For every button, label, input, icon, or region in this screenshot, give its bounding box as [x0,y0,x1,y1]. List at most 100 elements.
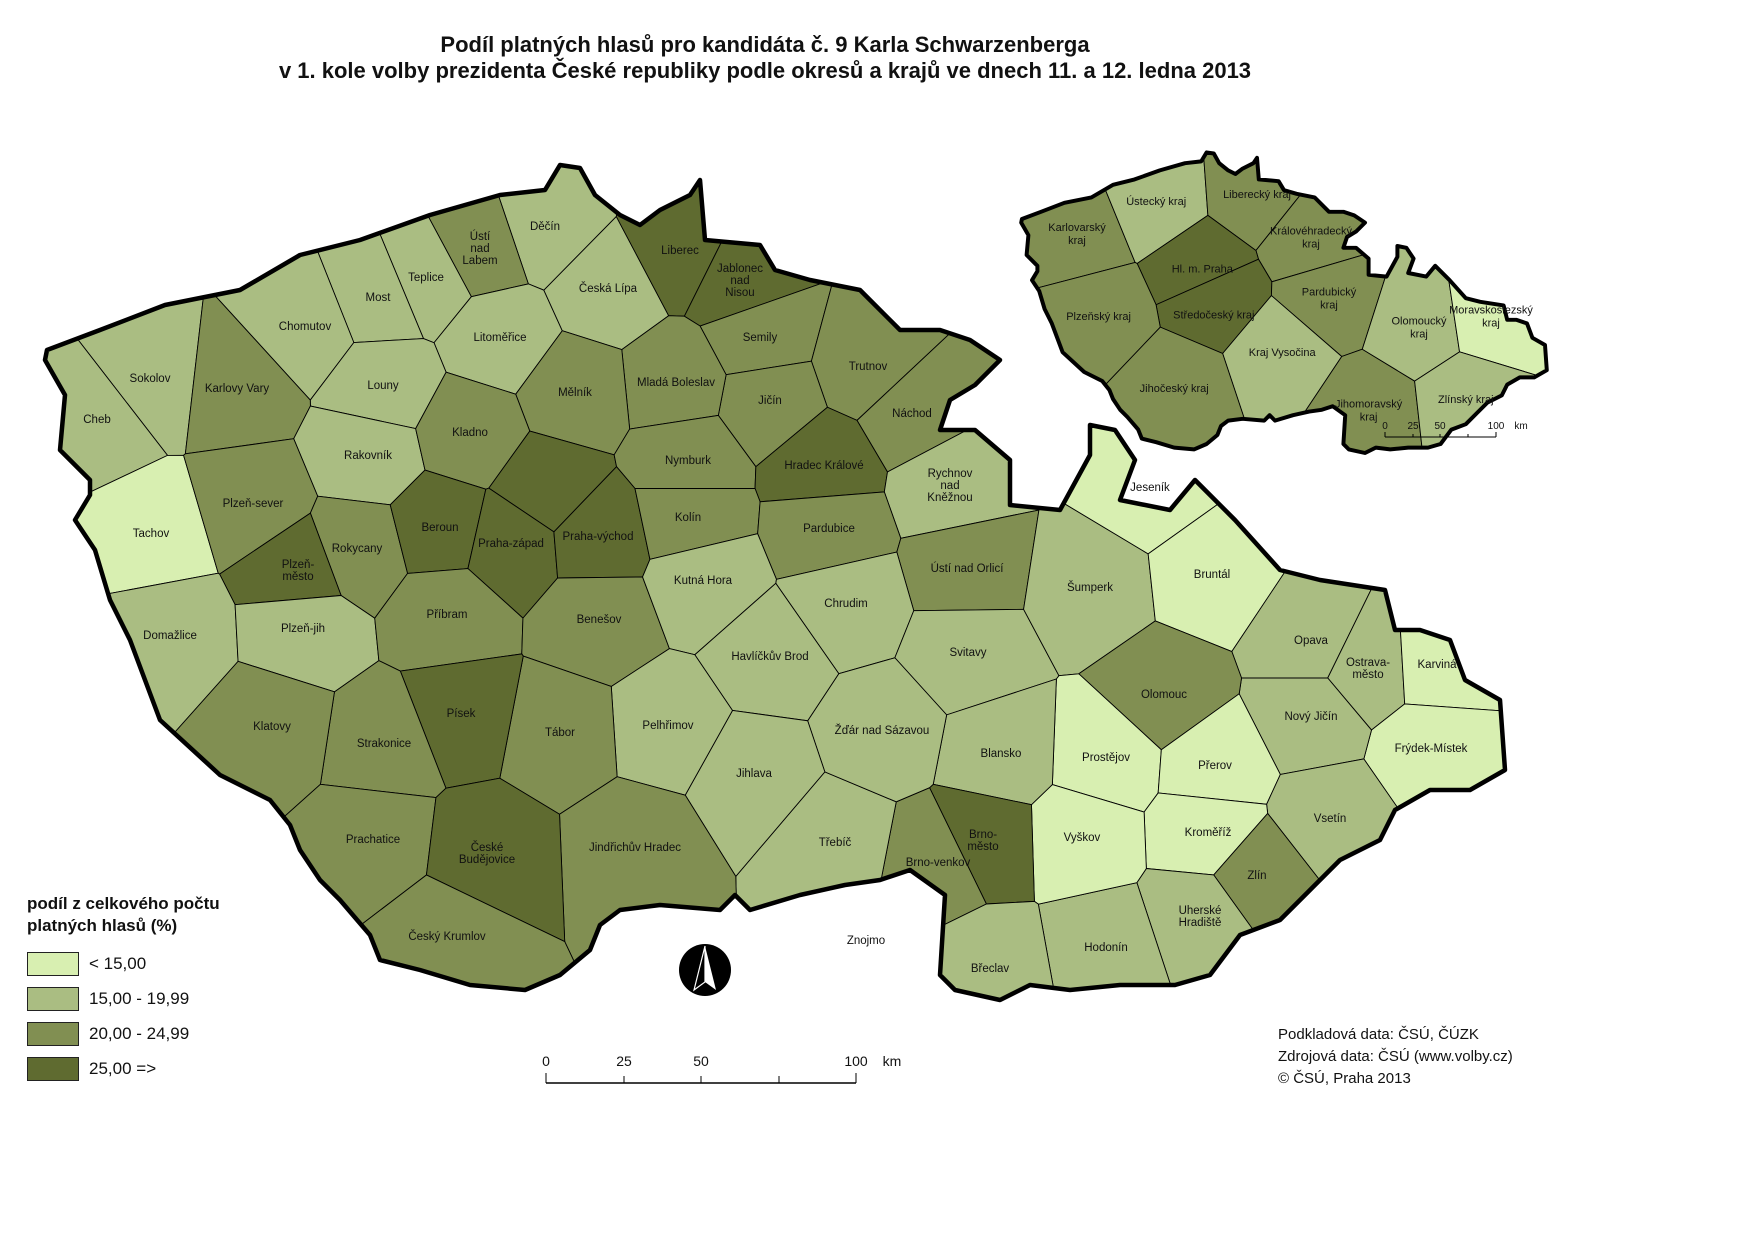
inset-country-outline [1019,150,1549,455]
scale-unit: km [883,1053,902,1069]
district-label: Třebíč [819,837,852,849]
district-label: Beroun [421,522,458,534]
district-label: Jablonec nad Nisou [717,263,763,299]
legend-label: 25,00 => [89,1059,157,1078]
source-data: Zdrojová data: ČSÚ (www.volby.cz) [1278,1048,1513,1065]
scale-tick: 25 [1407,421,1419,432]
district-label: Frýdek-Místek [1395,743,1468,755]
district-label: Semily [743,332,778,344]
district-label: Náchod [892,408,932,420]
district-label: Nový Jičín [1284,711,1337,723]
district-label: Břeclav [971,963,1010,975]
district-label: Havlíčkův Brod [731,651,808,663]
copyright: © ČSÚ, Praha 2013 [1278,1070,1411,1087]
region-labels: Karlovarský kraj Ústecký kraj Liberecký kra… [1048,189,1533,423]
region-kralovehradecky-kraj[interactable] [1255,93,1483,283]
country-outline [42,162,1508,1003]
region-zlinsky-kraj[interactable] [1414,351,1636,540]
district-label: Brno-venkov [906,857,971,869]
district-label: Pelhřimov [642,720,693,732]
district-label: Přerov [1198,760,1232,772]
district-label: Kroměříž [1185,827,1232,839]
district-label: Kladno [452,427,488,439]
district-label: Plzeň-město [282,559,315,583]
scale-bar-main: 0 25 50 100 km [542,1053,902,1084]
region-label: Liberecký kraj [1223,189,1291,201]
district-label: Kutná Hora [674,575,733,587]
district-label: Litoměřice [473,332,526,344]
scale-unit: km [1514,421,1527,432]
district-label: Brno-město [967,829,998,853]
district-label: Písek [447,708,476,720]
district-label: Louny [367,380,399,392]
district-label: Uherské Hradiště [1179,905,1222,929]
district-label: Prachatice [346,834,400,846]
district-label: Jindřichův Hradec [589,842,681,854]
region-label: Hl. m. Praha [1172,264,1234,276]
district-vsetin[interactable] [1266,758,1698,1241]
scale-tick: 0 [1382,421,1388,432]
scale-tick: 100 [1488,421,1505,432]
district-label: Karlovy Vary [205,383,270,395]
region-label: Středočeský kraj [1173,310,1254,322]
district-label: Most [366,292,392,304]
district-frydek-mistek[interactable] [1363,703,1753,1241]
map-title-line2: v 1. kole volby prezidenta České republi… [278,58,1252,83]
scale-tick: 50 [1434,421,1446,432]
district-label: Sokolov [130,373,171,385]
scale-tick: 0 [542,1053,550,1069]
district-label: Ústí nad Orlicí [931,562,1005,575]
district-label: Hradec Králové [784,460,863,472]
district-label: Opava [1294,635,1328,647]
district-label: Plzeň-sever [223,498,284,510]
district-label: Bruntál [1194,569,1230,581]
district-label: Olomouc [1141,689,1187,701]
district-label: Rychnov nad Kněžnou [927,468,972,504]
district-label: Šumperk [1067,581,1113,594]
district-label: Pardubice [803,523,855,535]
district-label: Trutnov [849,361,888,373]
legend-swatch [27,1022,79,1046]
district-label: Rokycany [332,543,383,555]
district-label: Chrudim [824,598,867,610]
district-label: Nymburk [665,455,711,467]
legend-title: podíl z celkového počtu platných hlasů (… [27,893,220,937]
legend-title-line2: platných hlasů (%) [27,916,178,935]
legend-item: 15,00 - 19,99 [27,986,189,1012]
district-label: Praha-východ [563,531,634,543]
district-label: Kolín [675,512,701,524]
district-label: Chomutov [279,321,332,333]
legend-swatch [27,1057,79,1081]
district-label: Domažlice [143,630,197,642]
district-label: Prostějov [1082,752,1130,764]
map-title-line1: Podíl platných hlasů pro kandidáta č. 9 … [440,32,1090,57]
district-label: Svitavy [949,647,986,659]
district-label: Cheb [83,414,111,426]
district-label: Plzeň-jih [281,623,325,635]
district-label: Praha-západ [478,538,544,550]
district-label: Příbram [427,609,468,621]
region-label: Zlínský kraj [1438,394,1494,406]
district-label: Vsetín [1314,813,1347,825]
source-base-data: Podkladová data: ČSÚ, ČÚZK [1278,1026,1479,1043]
legend-item: < 15,00 [27,951,146,977]
legend-label: 15,00 - 19,99 [89,989,190,1008]
region-label: Karlovarský kraj [1048,222,1106,247]
district-label: Ústí nad Labem [462,230,497,267]
district-label: Mladá Boleslav [637,377,715,389]
district-label: Benešov [577,614,622,626]
legend-swatch [27,952,79,976]
district-label: Jeseník [1130,482,1170,494]
legend-title-line1: podíl z celkového počtu [27,894,220,913]
legend-label: 20,00 - 24,99 [89,1024,190,1043]
legend-item: 25,00 => [27,1056,156,1082]
district-label: České Budějovice [459,841,515,866]
district-cesky-krumlov[interactable] [0,874,656,1241]
district-label: Hodonín [1084,942,1127,954]
scale-tick: 50 [693,1053,709,1069]
district-label: Mělník [558,387,592,399]
district-label: Český Krumlov [408,930,486,943]
region-label: Kraj Vysočina [1249,347,1317,359]
district-label: Strakonice [357,738,411,750]
